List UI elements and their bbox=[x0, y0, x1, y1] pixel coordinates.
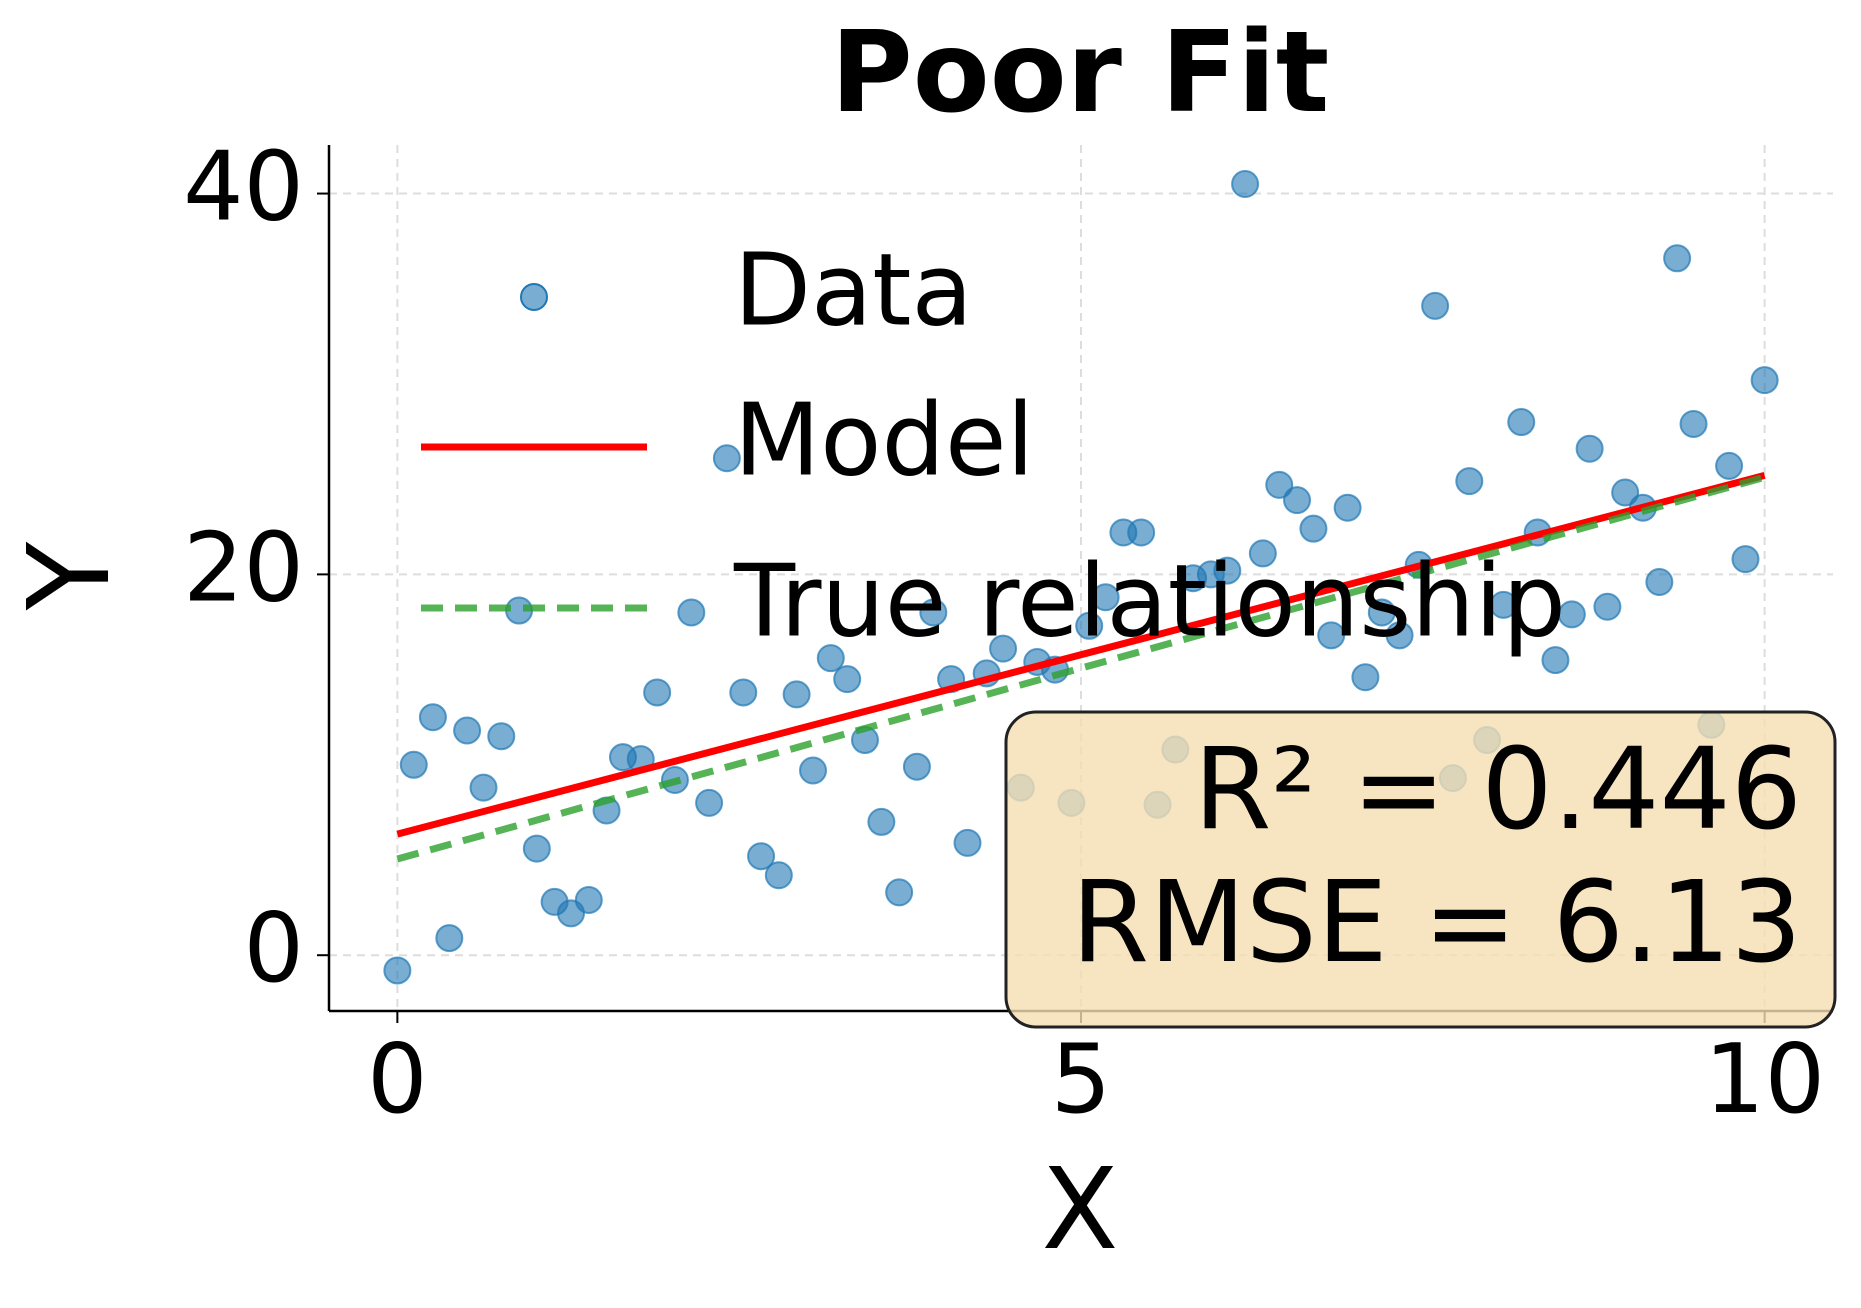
line bbox=[396, 471, 1766, 838]
data-point bbox=[833, 665, 862, 694]
data-point bbox=[487, 722, 516, 751]
data-point bbox=[1265, 470, 1294, 499]
legend-label: Data bbox=[734, 231, 973, 348]
x-tick-label: 5 bbox=[1051, 1025, 1111, 1135]
data-point bbox=[643, 678, 672, 707]
annotation-text: R² = 0.446 bbox=[1194, 725, 1802, 855]
data-point bbox=[574, 885, 603, 914]
data-point bbox=[522, 834, 551, 863]
data-point bbox=[1679, 409, 1708, 438]
data-point bbox=[782, 680, 811, 709]
data-point bbox=[383, 956, 412, 985]
data-point bbox=[1557, 600, 1586, 629]
data-point bbox=[1127, 518, 1156, 547]
data-point bbox=[747, 842, 776, 871]
x-axis-label: X bbox=[1042, 1145, 1119, 1275]
data-point bbox=[1333, 493, 1362, 522]
chart-title: Poor Fit bbox=[831, 8, 1330, 138]
data-point bbox=[867, 807, 896, 836]
data-point bbox=[435, 924, 464, 953]
data-point bbox=[1385, 621, 1414, 650]
data-point bbox=[1213, 556, 1242, 585]
annotation-text: RMSE = 6.13 bbox=[1071, 858, 1802, 988]
legend-handle bbox=[520, 283, 548, 311]
data-point bbox=[469, 773, 498, 802]
data-point bbox=[1421, 291, 1450, 320]
data-point bbox=[919, 598, 948, 627]
data-point bbox=[712, 444, 741, 473]
data-point bbox=[1248, 539, 1277, 568]
data-point bbox=[1593, 592, 1622, 621]
data-point bbox=[1750, 366, 1779, 395]
data-point bbox=[1091, 583, 1120, 612]
legend-label: Model bbox=[734, 381, 1034, 498]
data-point bbox=[1611, 478, 1640, 507]
data-point bbox=[1351, 663, 1380, 692]
data-point bbox=[695, 788, 724, 817]
data-point bbox=[1715, 451, 1744, 480]
data-point bbox=[729, 678, 758, 707]
annotation-box bbox=[1004, 710, 1837, 1029]
data-point bbox=[1455, 467, 1484, 496]
x-tick-label: 10 bbox=[1704, 1025, 1825, 1135]
data-point bbox=[418, 703, 447, 732]
data-point bbox=[816, 644, 845, 673]
x-tick-label: 0 bbox=[367, 1025, 427, 1135]
data-point bbox=[1731, 545, 1760, 574]
data-point bbox=[1489, 590, 1518, 619]
data-point bbox=[1507, 408, 1536, 437]
data-point bbox=[1283, 486, 1312, 515]
y-tick-label: 0 bbox=[244, 894, 304, 1004]
data-point bbox=[399, 750, 428, 779]
data-point bbox=[1231, 170, 1260, 199]
legend-label: True relationship bbox=[733, 542, 1566, 659]
data-point bbox=[1663, 244, 1692, 273]
data-point bbox=[1541, 646, 1570, 675]
data-point bbox=[799, 756, 828, 785]
data-point bbox=[1075, 611, 1104, 640]
y-axis-label: Y bbox=[5, 541, 135, 611]
data-point bbox=[953, 828, 982, 857]
data-point bbox=[1645, 567, 1674, 596]
data-point bbox=[1367, 598, 1396, 627]
data-point bbox=[764, 861, 793, 890]
y-tick-label: 20 bbox=[183, 513, 304, 623]
y-tick-label: 40 bbox=[183, 132, 304, 242]
data-point bbox=[885, 878, 914, 907]
data-point bbox=[1575, 434, 1604, 463]
data-point bbox=[677, 598, 706, 627]
data-point bbox=[1299, 514, 1328, 543]
data-point bbox=[453, 716, 482, 745]
data-point bbox=[1317, 621, 1346, 650]
data-point bbox=[902, 752, 931, 781]
data-point bbox=[989, 634, 1018, 663]
